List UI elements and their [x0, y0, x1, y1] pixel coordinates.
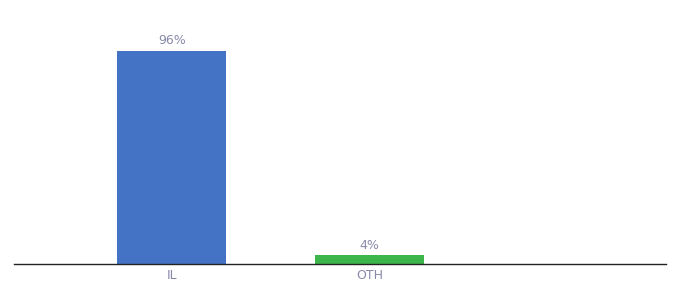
Text: 96%: 96%	[158, 34, 186, 47]
Bar	[316, 255, 424, 264]
Text: 4%: 4%	[360, 239, 379, 252]
Bar	[118, 51, 226, 264]
